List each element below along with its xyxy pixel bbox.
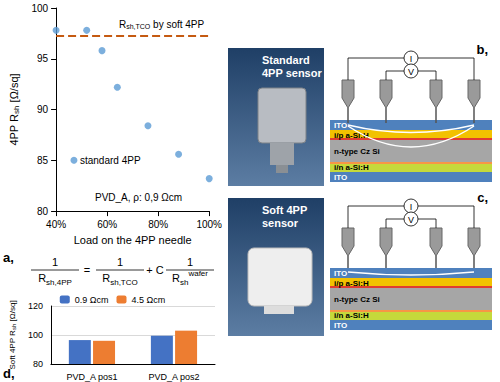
svg-text:+ C: + C xyxy=(146,264,163,276)
svg-text:i/n a-Si:H: i/n a-Si:H xyxy=(334,163,369,172)
svg-text:c,: c, xyxy=(477,190,488,205)
svg-text:4.5 Ωcm: 4.5 Ωcm xyxy=(132,295,166,305)
svg-text:4PP R: 4PP R xyxy=(8,114,20,146)
svg-text:i/p a-Si:H: i/p a-Si:H xyxy=(334,131,369,140)
svg-text:V: V xyxy=(408,215,414,225)
svg-text:90: 90 xyxy=(37,104,49,115)
svg-text:R: R xyxy=(119,19,126,30)
svg-text:[Ω/sq]: [Ω/sq] xyxy=(8,73,20,105)
svg-text:b,: b, xyxy=(476,42,488,57)
svg-text:1: 1 xyxy=(117,256,123,268)
svg-text:PVD_A pos1: PVD_A pos1 xyxy=(66,372,117,382)
svg-text:100%: 100% xyxy=(196,219,222,230)
svg-text:4PP sensor: 4PP sensor xyxy=(262,67,322,79)
svg-text:a,: a, xyxy=(3,250,14,265)
svg-text:sh: sh xyxy=(11,323,17,330)
svg-text:1: 1 xyxy=(52,256,58,268)
svg-text:ITO: ITO xyxy=(334,173,347,182)
svg-text:120: 120 xyxy=(28,301,43,311)
svg-text:=: = xyxy=(84,264,90,276)
svg-text:80: 80 xyxy=(33,359,43,369)
svg-text:PVD_A pos2: PVD_A pos2 xyxy=(148,372,199,382)
svg-text:ITO: ITO xyxy=(334,321,347,330)
svg-text:Load on the 4PP needle: Load on the 4PP needle xyxy=(74,234,192,246)
svg-text:by soft 4PP: by soft 4PP xyxy=(150,19,204,30)
svg-text:sh,TCO: sh,TCO xyxy=(126,23,151,30)
svg-text:80: 80 xyxy=(37,206,49,217)
svg-text:Rsh,TCO: Rsh,TCO xyxy=(102,272,138,287)
svg-text:40%: 40% xyxy=(46,219,66,230)
svg-text:95: 95 xyxy=(37,53,49,64)
svg-text:d,: d, xyxy=(3,366,15,381)
svg-text:V: V xyxy=(408,67,414,77)
svg-text:ITO: ITO xyxy=(334,269,347,278)
svg-text:i/n a-Si:H: i/n a-Si:H xyxy=(334,311,369,320)
svg-text:I: I xyxy=(410,54,413,64)
svg-text:Soft 4PP R: Soft 4PP R xyxy=(8,330,17,370)
svg-text:i/p a-Si:H: i/p a-Si:H xyxy=(334,279,369,288)
svg-text:sensor: sensor xyxy=(262,217,299,229)
svg-text:Rsh,4PP: Rsh,4PP xyxy=(38,272,72,287)
svg-text:standard 4PP: standard 4PP xyxy=(80,155,141,166)
svg-text:PVD_A, ρ: 0,9 Ωcm: PVD_A, ρ: 0,9 Ωcm xyxy=(95,192,182,203)
svg-text:ITO: ITO xyxy=(334,121,347,130)
svg-text:100: 100 xyxy=(31,3,48,14)
svg-text:80%: 80% xyxy=(148,219,168,230)
svg-text:n-type Cz Si: n-type Cz Si xyxy=(334,295,380,304)
svg-text:I: I xyxy=(410,202,413,212)
svg-text:sh: sh xyxy=(12,105,21,113)
svg-text:Soft 4PP: Soft 4PP xyxy=(262,204,307,216)
svg-text:n-type Cz Si: n-type Cz Si xyxy=(334,147,380,156)
svg-text:Standard: Standard xyxy=(262,54,310,66)
svg-text:1: 1 xyxy=(187,256,193,268)
svg-text:60%: 60% xyxy=(97,219,117,230)
svg-text:85: 85 xyxy=(37,155,49,166)
svg-text:100: 100 xyxy=(28,330,43,340)
svg-text:0.9 Ωcm: 0.9 Ωcm xyxy=(75,295,109,305)
svg-text:Rshwafer: Rshwafer xyxy=(172,269,208,287)
svg-text:[Ω/sq]: [Ω/sq] xyxy=(8,300,17,323)
